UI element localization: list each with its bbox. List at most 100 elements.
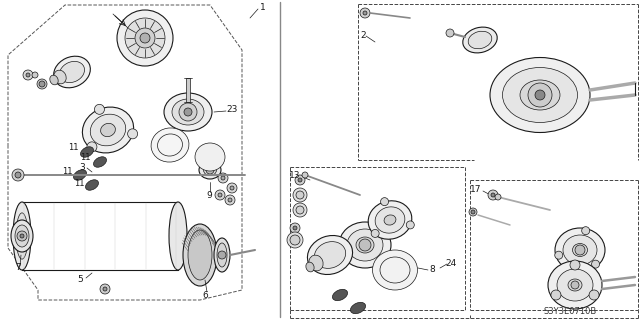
Ellipse shape (468, 31, 492, 49)
Circle shape (295, 175, 305, 185)
Circle shape (230, 186, 234, 190)
Ellipse shape (332, 289, 348, 300)
Ellipse shape (204, 165, 216, 175)
Circle shape (221, 176, 225, 180)
Ellipse shape (83, 107, 134, 153)
Ellipse shape (375, 207, 405, 233)
Circle shape (23, 70, 33, 80)
Circle shape (135, 28, 155, 48)
Circle shape (127, 129, 138, 139)
Circle shape (491, 193, 495, 197)
Circle shape (20, 234, 24, 238)
Circle shape (293, 203, 307, 217)
Ellipse shape (520, 80, 560, 110)
Circle shape (26, 73, 30, 77)
Ellipse shape (81, 147, 93, 157)
Circle shape (32, 72, 38, 78)
Ellipse shape (568, 279, 582, 291)
Ellipse shape (169, 202, 187, 270)
Text: 2: 2 (360, 31, 366, 40)
Circle shape (575, 245, 585, 255)
Circle shape (446, 29, 454, 37)
Circle shape (488, 190, 498, 200)
Text: S3Y3E0710B: S3Y3E0710B (543, 308, 596, 316)
Circle shape (360, 8, 370, 18)
Circle shape (206, 166, 214, 174)
Circle shape (218, 193, 222, 197)
Circle shape (296, 191, 304, 199)
Ellipse shape (60, 61, 84, 83)
Circle shape (290, 235, 300, 245)
Ellipse shape (339, 222, 391, 268)
Circle shape (381, 198, 388, 206)
Circle shape (528, 83, 552, 107)
Ellipse shape (490, 57, 590, 132)
Ellipse shape (384, 215, 396, 225)
Ellipse shape (557, 269, 593, 301)
Circle shape (555, 251, 563, 259)
Circle shape (95, 104, 104, 114)
Circle shape (406, 221, 414, 229)
Ellipse shape (306, 262, 314, 272)
Ellipse shape (356, 237, 374, 253)
Circle shape (228, 198, 232, 202)
Ellipse shape (347, 229, 383, 261)
Bar (186, 78, 190, 102)
Circle shape (17, 231, 27, 241)
Circle shape (184, 108, 192, 116)
Text: 8: 8 (429, 265, 435, 275)
Text: 1: 1 (260, 4, 266, 12)
Text: 11: 11 (68, 144, 78, 152)
Circle shape (37, 79, 47, 89)
Circle shape (225, 195, 235, 205)
Text: 5: 5 (77, 276, 83, 285)
Ellipse shape (372, 250, 417, 290)
Ellipse shape (54, 70, 66, 84)
Ellipse shape (188, 230, 212, 280)
Circle shape (287, 232, 303, 248)
Circle shape (293, 188, 307, 202)
Circle shape (117, 10, 173, 66)
Circle shape (179, 103, 197, 121)
Ellipse shape (151, 128, 189, 162)
Circle shape (302, 172, 308, 178)
Circle shape (582, 227, 589, 235)
Ellipse shape (172, 99, 204, 125)
Ellipse shape (100, 123, 115, 137)
Ellipse shape (217, 243, 227, 267)
Ellipse shape (351, 302, 365, 314)
Ellipse shape (563, 235, 597, 265)
Circle shape (551, 290, 561, 300)
Circle shape (589, 290, 599, 300)
Text: 13: 13 (289, 170, 301, 180)
Circle shape (87, 142, 97, 152)
Circle shape (39, 81, 45, 87)
Circle shape (215, 190, 225, 200)
Circle shape (100, 284, 110, 294)
Circle shape (359, 239, 371, 251)
Circle shape (371, 229, 379, 237)
Ellipse shape (74, 170, 86, 180)
Ellipse shape (11, 220, 33, 252)
Circle shape (293, 226, 297, 230)
Text: 17: 17 (470, 186, 482, 195)
Ellipse shape (199, 161, 221, 179)
Circle shape (571, 281, 579, 289)
Ellipse shape (309, 255, 323, 271)
Circle shape (218, 251, 226, 259)
Circle shape (290, 223, 300, 233)
Circle shape (125, 18, 165, 58)
Ellipse shape (548, 261, 602, 309)
Circle shape (570, 260, 580, 270)
Circle shape (298, 178, 302, 182)
Circle shape (469, 208, 477, 216)
Circle shape (535, 90, 545, 100)
Circle shape (140, 33, 150, 43)
Circle shape (103, 287, 107, 291)
Text: 3: 3 (79, 162, 85, 172)
Ellipse shape (93, 157, 106, 167)
Text: 7: 7 (15, 263, 21, 272)
Circle shape (15, 172, 21, 178)
Ellipse shape (13, 202, 31, 270)
Text: 9: 9 (206, 190, 212, 199)
